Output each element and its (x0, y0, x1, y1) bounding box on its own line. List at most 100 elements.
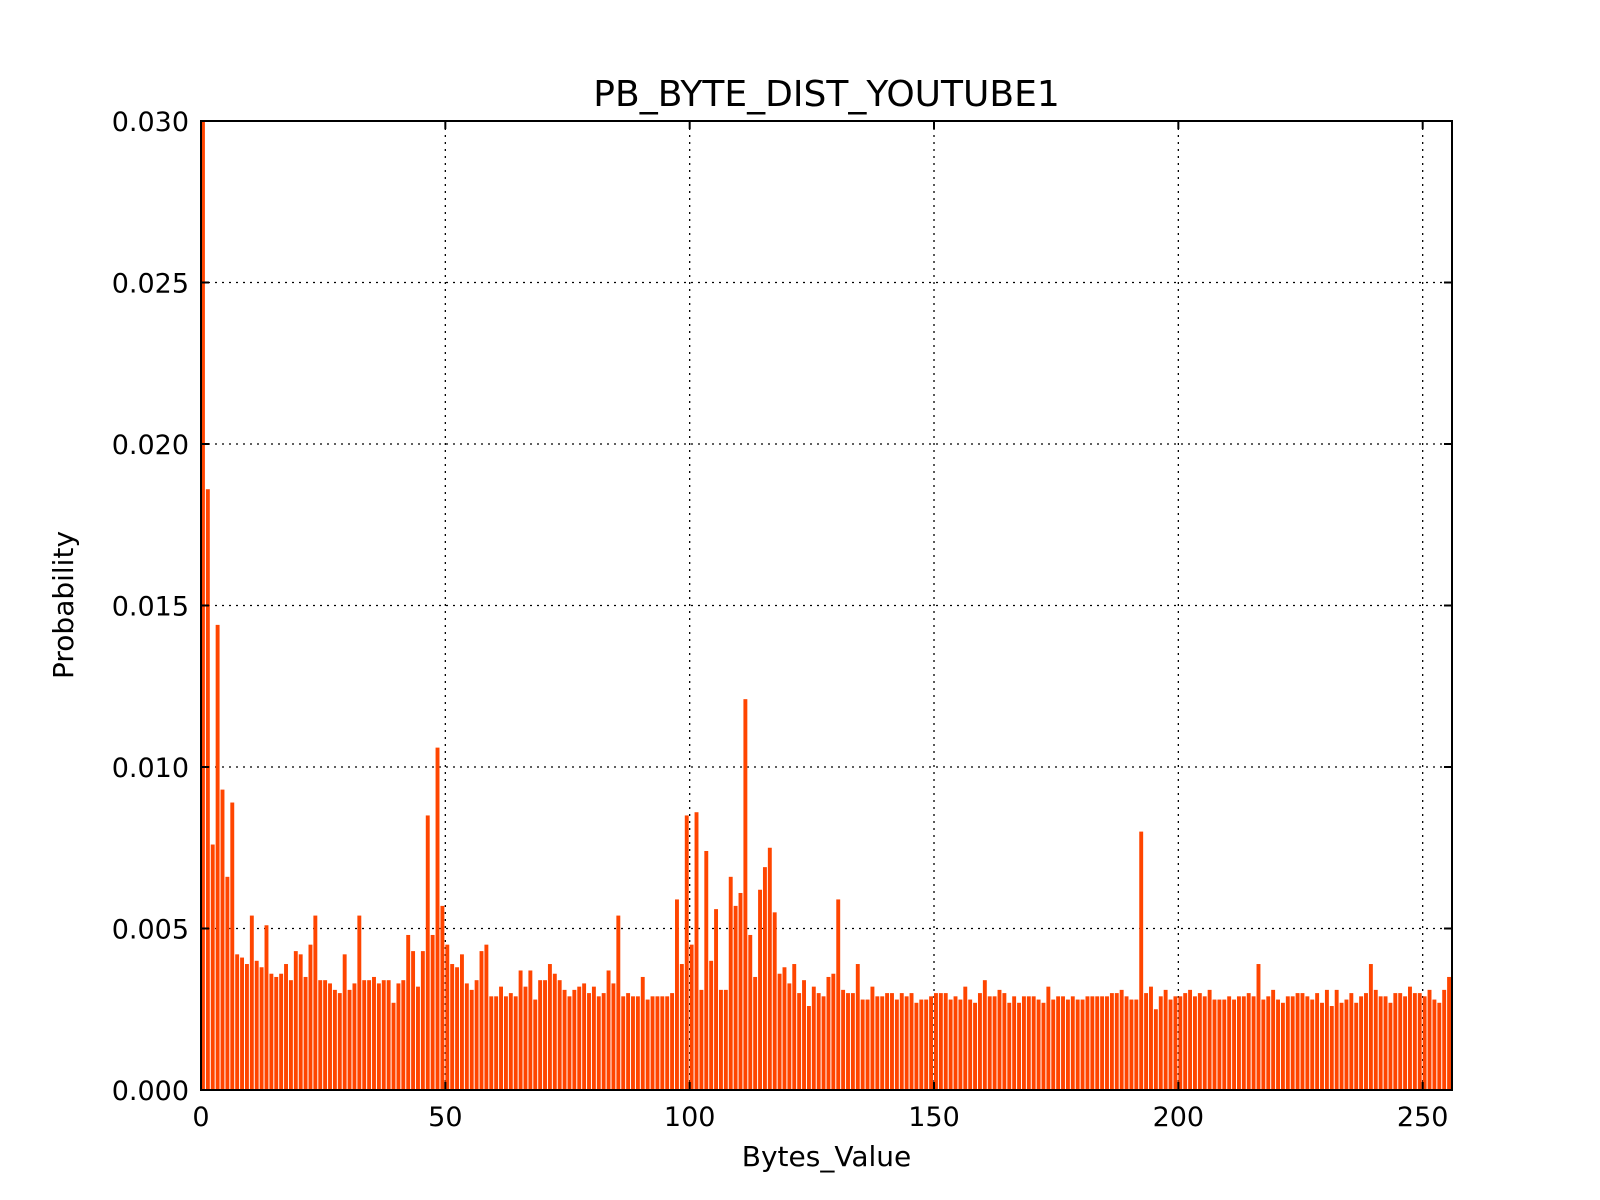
bar (1222, 999, 1227, 1090)
bar (919, 999, 924, 1090)
bar (543, 980, 547, 1090)
bar (1427, 989, 1432, 1090)
x-tick-label: 250 (1397, 1102, 1449, 1133)
bar (938, 993, 943, 1090)
bar (1398, 993, 1403, 1090)
grid (201, 121, 1452, 1090)
bar (709, 960, 714, 1090)
bar (328, 983, 332, 1090)
bar (899, 993, 904, 1090)
bar (406, 934, 411, 1090)
bar (254, 960, 259, 1090)
bar (235, 954, 240, 1090)
bar (450, 964, 455, 1090)
bar (464, 983, 469, 1090)
bar (806, 1006, 811, 1090)
bar (987, 996, 992, 1090)
bar (288, 980, 293, 1090)
bar (836, 899, 841, 1090)
bar (264, 925, 269, 1090)
bar (914, 1002, 919, 1090)
bar (459, 954, 464, 1090)
bar (821, 996, 826, 1090)
bar (1007, 1002, 1012, 1090)
bar (802, 980, 806, 1090)
bar (635, 996, 640, 1090)
bar (1378, 996, 1383, 1090)
bar (1422, 996, 1427, 1090)
bar (699, 989, 704, 1090)
bar (259, 967, 264, 1090)
bar (381, 980, 386, 1090)
bar (640, 976, 645, 1090)
bar (489, 996, 494, 1090)
bar (694, 812, 699, 1090)
bar (518, 970, 523, 1090)
bar (1329, 1006, 1334, 1090)
bar (753, 976, 758, 1090)
bar (244, 964, 249, 1090)
bar (1359, 996, 1364, 1090)
bar (225, 876, 230, 1090)
bar (508, 993, 513, 1090)
bar (1344, 999, 1349, 1090)
bar (621, 996, 626, 1090)
bar (982, 980, 987, 1090)
bar (416, 986, 420, 1090)
bar (904, 996, 909, 1090)
bar (1364, 993, 1368, 1090)
bar (894, 999, 899, 1090)
bar (929, 996, 934, 1090)
bar (1197, 993, 1202, 1090)
bar (1026, 996, 1031, 1090)
bar (968, 999, 973, 1090)
bar (313, 915, 318, 1090)
bar (1202, 996, 1207, 1090)
bar (1061, 996, 1065, 1090)
x-axis-label: Bytes_Value (742, 1140, 911, 1173)
bar (787, 983, 792, 1090)
bar (831, 973, 836, 1090)
bar (1408, 986, 1412, 1090)
bar (582, 983, 587, 1090)
bar (792, 964, 797, 1090)
bar (1046, 986, 1051, 1090)
bar (772, 912, 777, 1090)
bar (948, 999, 953, 1090)
bar (1134, 999, 1139, 1090)
bar (670, 993, 675, 1090)
bar (547, 964, 552, 1090)
bar (850, 993, 855, 1090)
bar (1354, 1002, 1359, 1090)
y-axis-label: Probability (47, 531, 80, 679)
bar (1295, 993, 1300, 1090)
bar (1021, 996, 1026, 1090)
bar (1139, 831, 1144, 1090)
bar (723, 989, 728, 1090)
bar (1105, 996, 1109, 1090)
bar (1236, 996, 1241, 1090)
x-tick-label: 200 (1153, 1102, 1205, 1133)
bar (1183, 993, 1188, 1090)
bar (826, 976, 831, 1090)
bar (689, 944, 694, 1090)
bar (1437, 1002, 1442, 1090)
bar (337, 993, 342, 1090)
bar (411, 951, 416, 1090)
bar (865, 999, 870, 1090)
bar (1266, 996, 1271, 1090)
bar (977, 993, 982, 1090)
bar (777, 973, 782, 1090)
bar (391, 1002, 396, 1090)
bar (1041, 1002, 1046, 1090)
bar (1051, 999, 1056, 1090)
bar (362, 980, 367, 1090)
bar (1285, 996, 1290, 1090)
y-tick-label: 0.010 (112, 753, 189, 784)
bar (445, 944, 450, 1090)
bar (1178, 996, 1183, 1090)
bar (909, 993, 914, 1090)
bar (1168, 999, 1173, 1090)
bar (728, 876, 733, 1090)
bar (1310, 999, 1315, 1090)
